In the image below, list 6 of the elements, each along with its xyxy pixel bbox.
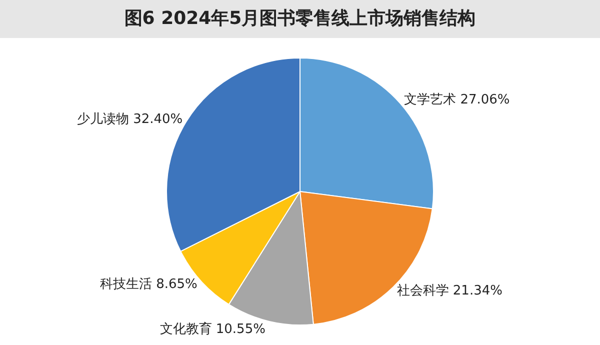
slice-label: 少儿读物 32.40% [76, 112, 183, 127]
slice-label: 科技生活 8.65% [100, 277, 198, 292]
slice-label: 文学艺术 27.06% [404, 92, 510, 108]
slice-label: 社会科学 21.34% [396, 284, 502, 299]
slice-label: 文化教育 10.55% [160, 321, 266, 338]
chart-title: 图6 2024年5月图书零售线上市场销售结构 [0, 0, 600, 38]
